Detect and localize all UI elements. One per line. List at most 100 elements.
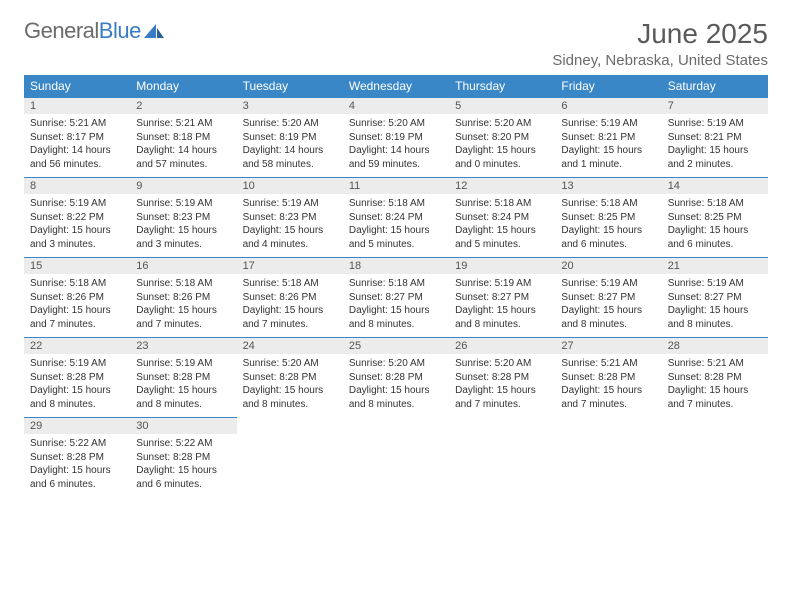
sunset-line: Sunset: 8:22 PM xyxy=(30,211,124,225)
sunrise-line: Sunrise: 5:21 AM xyxy=(668,357,762,371)
calendar-cell: 25Sunrise: 5:20 AMSunset: 8:28 PMDayligh… xyxy=(343,337,449,417)
sunrise-line: Sunrise: 5:21 AM xyxy=(561,357,655,371)
sunset-line: Sunset: 8:28 PM xyxy=(30,371,124,385)
day-cell: 4Sunrise: 5:20 AMSunset: 8:19 PMDaylight… xyxy=(343,97,449,177)
daylight-line: Daylight: 15 hours and 4 minutes. xyxy=(243,224,337,251)
sunset-line: Sunset: 8:19 PM xyxy=(349,131,443,145)
weekday-header: Friday xyxy=(555,75,661,97)
sunset-line: Sunset: 8:24 PM xyxy=(455,211,549,225)
sunrise-line: Sunrise: 5:20 AM xyxy=(349,117,443,131)
calendar-cell: 9Sunrise: 5:19 AMSunset: 8:23 PMDaylight… xyxy=(130,177,236,257)
header: GeneralBlue June 2025 Sidney, Nebraska, … xyxy=(24,18,768,69)
sunset-line: Sunset: 8:23 PM xyxy=(243,211,337,225)
sunset-line: Sunset: 8:28 PM xyxy=(561,371,655,385)
daylight-line: Daylight: 15 hours and 6 minutes. xyxy=(668,224,762,251)
calendar-cell: 3Sunrise: 5:20 AMSunset: 8:19 PMDaylight… xyxy=(237,97,343,177)
daylight-line: Daylight: 15 hours and 7 minutes. xyxy=(455,384,549,411)
sunrise-line: Sunrise: 5:19 AM xyxy=(136,357,230,371)
calendar-cell: 20Sunrise: 5:19 AMSunset: 8:27 PMDayligh… xyxy=(555,257,661,337)
day-number: 26 xyxy=(449,337,555,354)
calendar-cell: 7Sunrise: 5:19 AMSunset: 8:21 PMDaylight… xyxy=(662,97,768,177)
sunrise-line: Sunrise: 5:19 AM xyxy=(668,117,762,131)
day-number: 18 xyxy=(343,257,449,274)
calendar-cell: 24Sunrise: 5:20 AMSunset: 8:28 PMDayligh… xyxy=(237,337,343,417)
calendar-cell: 21Sunrise: 5:19 AMSunset: 8:27 PMDayligh… xyxy=(662,257,768,337)
day-number: 7 xyxy=(662,97,768,114)
daylight-line: Daylight: 15 hours and 3 minutes. xyxy=(30,224,124,251)
daylight-line: Daylight: 15 hours and 7 minutes. xyxy=(136,304,230,331)
calendar-cell xyxy=(662,417,768,497)
sunset-line: Sunset: 8:25 PM xyxy=(561,211,655,225)
daylight-line: Daylight: 15 hours and 7 minutes. xyxy=(243,304,337,331)
title-block: June 2025 Sidney, Nebraska, United State… xyxy=(552,18,768,69)
daylight-line: Daylight: 15 hours and 6 minutes. xyxy=(561,224,655,251)
calendar-cell: 27Sunrise: 5:21 AMSunset: 8:28 PMDayligh… xyxy=(555,337,661,417)
sunrise-line: Sunrise: 5:20 AM xyxy=(243,117,337,131)
logo-text-gray: General xyxy=(24,18,99,44)
sunrise-line: Sunrise: 5:21 AM xyxy=(136,117,230,131)
weekday-header: Monday xyxy=(130,75,236,97)
day-cell: 25Sunrise: 5:20 AMSunset: 8:28 PMDayligh… xyxy=(343,337,449,417)
day-number: 14 xyxy=(662,177,768,194)
calendar-cell: 14Sunrise: 5:18 AMSunset: 8:25 PMDayligh… xyxy=(662,177,768,257)
sunrise-line: Sunrise: 5:22 AM xyxy=(136,437,230,451)
sunrise-line: Sunrise: 5:19 AM xyxy=(561,277,655,291)
sunset-line: Sunset: 8:28 PM xyxy=(243,371,337,385)
sunrise-line: Sunrise: 5:18 AM xyxy=(349,197,443,211)
day-cell: 3Sunrise: 5:20 AMSunset: 8:19 PMDaylight… xyxy=(237,97,343,177)
sunrise-line: Sunrise: 5:19 AM xyxy=(30,197,124,211)
daylight-line: Daylight: 15 hours and 8 minutes. xyxy=(668,304,762,331)
sunset-line: Sunset: 8:24 PM xyxy=(349,211,443,225)
day-number: 16 xyxy=(130,257,236,274)
calendar-cell: 6Sunrise: 5:19 AMSunset: 8:21 PMDaylight… xyxy=(555,97,661,177)
day-cell: 23Sunrise: 5:19 AMSunset: 8:28 PMDayligh… xyxy=(130,337,236,417)
day-number: 19 xyxy=(449,257,555,274)
sunrise-line: Sunrise: 5:18 AM xyxy=(561,197,655,211)
daylight-line: Daylight: 15 hours and 8 minutes. xyxy=(30,384,124,411)
sunrise-line: Sunrise: 5:20 AM xyxy=(243,357,337,371)
day-number: 23 xyxy=(130,337,236,354)
sunset-line: Sunset: 8:18 PM xyxy=(136,131,230,145)
calendar-week-row: 1Sunrise: 5:21 AMSunset: 8:17 PMDaylight… xyxy=(24,97,768,177)
daylight-line: Daylight: 15 hours and 0 minutes. xyxy=(455,144,549,171)
calendar-cell: 1Sunrise: 5:21 AMSunset: 8:17 PMDaylight… xyxy=(24,97,130,177)
weekday-header: Saturday xyxy=(662,75,768,97)
calendar-cell xyxy=(449,417,555,497)
calendar-cell: 15Sunrise: 5:18 AMSunset: 8:26 PMDayligh… xyxy=(24,257,130,337)
calendar-cell: 18Sunrise: 5:18 AMSunset: 8:27 PMDayligh… xyxy=(343,257,449,337)
day-cell: 1Sunrise: 5:21 AMSunset: 8:17 PMDaylight… xyxy=(24,97,130,177)
sunset-line: Sunset: 8:21 PM xyxy=(668,131,762,145)
daylight-line: Daylight: 15 hours and 1 minute. xyxy=(561,144,655,171)
weekday-header: Tuesday xyxy=(237,75,343,97)
sunrise-line: Sunrise: 5:18 AM xyxy=(136,277,230,291)
daylight-line: Daylight: 15 hours and 8 minutes. xyxy=(136,384,230,411)
logo-text-blue: Blue xyxy=(99,18,141,44)
sunset-line: Sunset: 8:27 PM xyxy=(668,291,762,305)
calendar-cell xyxy=(555,417,661,497)
day-cell: 9Sunrise: 5:19 AMSunset: 8:23 PMDaylight… xyxy=(130,177,236,257)
day-cell: 5Sunrise: 5:20 AMSunset: 8:20 PMDaylight… xyxy=(449,97,555,177)
calendar-cell: 30Sunrise: 5:22 AMSunset: 8:28 PMDayligh… xyxy=(130,417,236,497)
calendar-cell xyxy=(237,417,343,497)
day-cell: 6Sunrise: 5:19 AMSunset: 8:21 PMDaylight… xyxy=(555,97,661,177)
calendar-cell xyxy=(343,417,449,497)
daylight-line: Daylight: 14 hours and 56 minutes. xyxy=(30,144,124,171)
sunrise-line: Sunrise: 5:18 AM xyxy=(243,277,337,291)
day-number: 6 xyxy=(555,97,661,114)
sunrise-line: Sunrise: 5:19 AM xyxy=(243,197,337,211)
day-number: 21 xyxy=(662,257,768,274)
sunrise-line: Sunrise: 5:19 AM xyxy=(136,197,230,211)
calendar-cell: 2Sunrise: 5:21 AMSunset: 8:18 PMDaylight… xyxy=(130,97,236,177)
sunset-line: Sunset: 8:28 PM xyxy=(30,451,124,465)
daylight-line: Daylight: 15 hours and 7 minutes. xyxy=(561,384,655,411)
sunrise-line: Sunrise: 5:19 AM xyxy=(30,357,124,371)
sunrise-line: Sunrise: 5:19 AM xyxy=(455,277,549,291)
day-cell: 18Sunrise: 5:18 AMSunset: 8:27 PMDayligh… xyxy=(343,257,449,337)
sunset-line: Sunset: 8:21 PM xyxy=(561,131,655,145)
sunset-line: Sunset: 8:28 PM xyxy=(455,371,549,385)
day-cell: 17Sunrise: 5:18 AMSunset: 8:26 PMDayligh… xyxy=(237,257,343,337)
month-title: June 2025 xyxy=(552,18,768,50)
calendar-week-row: 22Sunrise: 5:19 AMSunset: 8:28 PMDayligh… xyxy=(24,337,768,417)
daylight-line: Daylight: 15 hours and 6 minutes. xyxy=(136,464,230,491)
day-cell: 27Sunrise: 5:21 AMSunset: 8:28 PMDayligh… xyxy=(555,337,661,417)
